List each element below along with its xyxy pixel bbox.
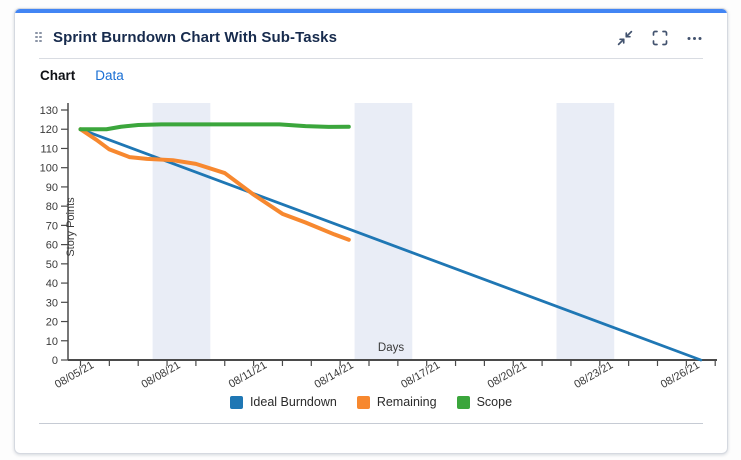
non-working-day-band: [152, 103, 211, 360]
ellipsis-icon: [687, 36, 702, 40]
x-tick-label: 08/14/21: [313, 359, 356, 391]
y-tick-label: 0: [52, 355, 58, 367]
collapse-button[interactable]: [616, 29, 633, 46]
non-working-day-bands: [152, 103, 615, 360]
footer-divider: [39, 423, 703, 424]
more-options-button[interactable]: [686, 29, 703, 46]
x-tick-label: 08/23/21: [572, 359, 615, 391]
burndown-chart: 0 10 20 30 40 50 60 70 80 90 100 110 120 130 Story Poi…: [15, 85, 727, 397]
fullscreen-icon: [652, 30, 667, 45]
x-tick-label: 08/26/21: [659, 359, 702, 391]
tab-chart[interactable]: Chart: [40, 68, 76, 83]
x-axis: 08/05/21 08/08/21 08/11/21 08/14/21 08/17/21…: [53, 342, 717, 391]
non-working-day-band: [556, 103, 615, 360]
x-tick-label: 08/11/21: [227, 359, 269, 390]
legend-label: Scope: [476, 395, 513, 409]
y-tick-label: 100: [40, 163, 58, 175]
view-tabs: Chart Data: [15, 59, 727, 85]
collapse-icon: [617, 30, 632, 45]
legend-item-remaining: Remaining: [356, 395, 437, 409]
y-tick-label: 10: [46, 336, 58, 348]
header-divider: [39, 58, 703, 59]
chart-legend: Ideal Burndown Remaining Scope: [15, 393, 727, 411]
gadget-header: Sprint Burndown Chart With Sub-Tasks: [15, 13, 727, 58]
y-tick-label: 70: [46, 220, 58, 232]
burndown-chart-canvas: 0 10 20 30 40 50 60 70 80 90 100 110 120 130 Story Poi…: [40, 103, 717, 391]
y-tick-label: 80: [46, 201, 58, 213]
x-tick-label: 08/17/21: [399, 359, 442, 391]
y-tick-label: 90: [46, 182, 58, 194]
fullscreen-button[interactable]: [651, 29, 668, 46]
series-line-ideal-burndown: [79, 127, 703, 362]
gadget-accent-bar: [15, 9, 727, 13]
legend-item-ideal-burndown: Ideal Burndown: [229, 395, 337, 409]
x-axis-title: Days: [378, 342, 404, 354]
y-axis-title: Story Points: [65, 197, 77, 257]
legend-swatch-remaining: [356, 395, 370, 409]
gadget-card: Sprint Burndown Chart With Sub-Tasks: [14, 8, 728, 454]
gadget-actions: [616, 29, 703, 46]
y-tick-label: 20: [46, 317, 58, 329]
x-tick-label: 08/08/21: [139, 359, 182, 391]
y-tick-label: 40: [46, 278, 58, 290]
legend-swatch-scope: [456, 395, 470, 409]
legend-label: Remaining: [376, 395, 437, 409]
legend-swatch-ideal-burndown: [229, 395, 243, 409]
y-tick-label: 130: [40, 105, 58, 117]
x-tick-label: 08/20/21: [486, 359, 529, 391]
series-lines: [78, 122, 703, 362]
non-working-day-band: [354, 103, 413, 360]
y-tick-label: 120: [40, 124, 58, 136]
tab-data[interactable]: Data: [95, 68, 124, 83]
y-tick-label: 60: [46, 240, 58, 252]
drag-handle-icon[interactable]: [35, 31, 43, 44]
x-tick-label: 08/05/21: [53, 359, 96, 391]
y-tick-label: 50: [46, 259, 58, 271]
gadget-title: Sprint Burndown Chart With Sub-Tasks: [53, 29, 338, 46]
y-axis: 0 10 20 30 40 50 60 70 80 90 100 110 120 130 Story Poi…: [40, 103, 77, 367]
y-tick-label: 30: [46, 297, 58, 309]
y-tick-label: 110: [40, 143, 58, 155]
legend-label: Ideal Burndown: [249, 395, 337, 409]
series-line-scope: [78, 122, 351, 132]
legend-item-scope: Scope: [456, 395, 513, 409]
series-line-remaining: [78, 127, 351, 242]
